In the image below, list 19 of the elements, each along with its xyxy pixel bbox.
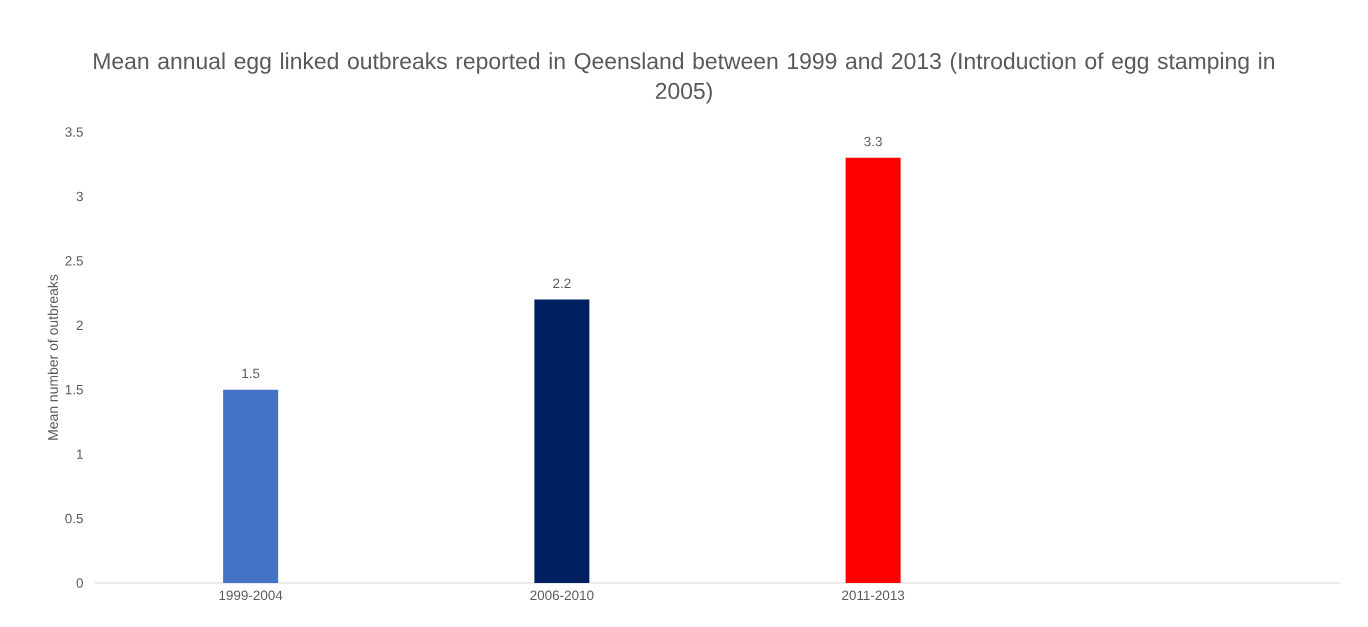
data-label: 1.5	[242, 368, 260, 379]
y-tick-label: 3	[76, 191, 83, 202]
y-tick-label: 2	[76, 320, 83, 330]
y-tick-label: 1.5	[65, 385, 83, 395]
bar	[223, 389, 279, 583]
y-tick-label: 1	[77, 449, 83, 459]
data-label: 2.2	[553, 278, 571, 288]
bar	[845, 157, 901, 583]
y-tick-label: 0	[76, 578, 83, 588]
data-label: 3.3	[864, 136, 882, 147]
y-tick-label: 2.5	[65, 256, 83, 266]
x-tick-label: 2006-2010	[530, 590, 594, 601]
y-axis-title: Mean number of outbreaks	[47, 274, 58, 440]
x-tick-label: 2011-2013	[842, 590, 905, 601]
y-tick-label: 0.5	[65, 513, 83, 524]
bar	[534, 299, 590, 583]
chart-title: Mean annual egg linked outbreaks reported in Qeensland between 1999 and 2013 (Introduction of egg stamping in 2005)	[94, 52, 1274, 104]
y-tick-label: 3.5	[65, 127, 83, 137]
x-tick-label: 1999-2004	[219, 590, 283, 601]
